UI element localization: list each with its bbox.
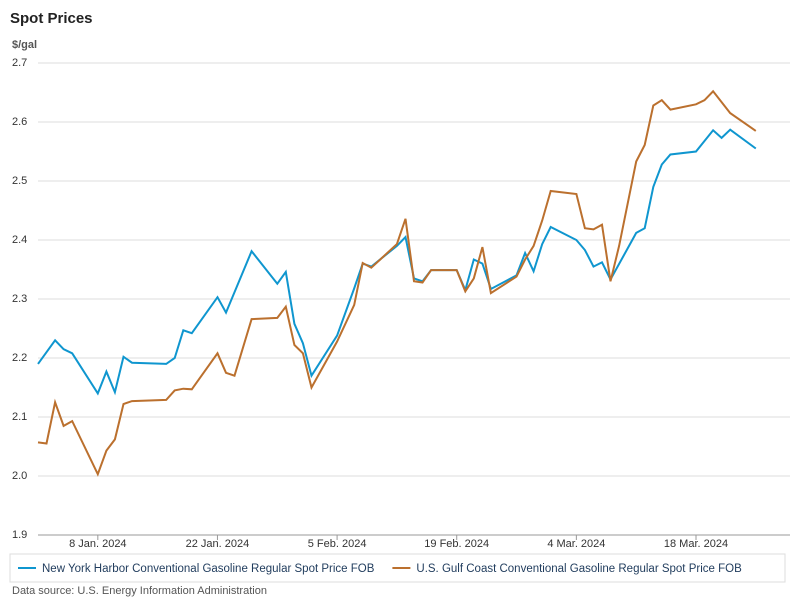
y-tick-label: 2.1 [12, 411, 27, 423]
x-tick-label: 8 Jan. 2024 [69, 538, 127, 550]
y-tick-label: 2.3 [12, 293, 27, 305]
x-tick-label: 18 Mar. 2024 [664, 538, 728, 550]
y-tick-label: 2.4 [12, 234, 27, 246]
y-tick-label: 2.0 [12, 470, 27, 482]
chart-title: Spot Prices [10, 10, 93, 27]
x-tick-label: 4 Mar. 2024 [547, 538, 605, 550]
y-tick-label: 2.6 [12, 116, 27, 128]
y-tick-label: 2.5 [12, 175, 27, 187]
legend-label: New York Harbor Conventional Gasoline Re… [42, 563, 375, 575]
y-tick-label: 2.2 [12, 352, 27, 364]
series-line [37, 128, 757, 396]
y-tick-label: 1.9 [12, 529, 27, 541]
x-tick-label: 19 Feb. 2024 [424, 538, 489, 550]
legend-label: U.S. Gulf Coast Conventional Gasoline Re… [416, 563, 742, 575]
source-note: Data source: U.S. Energy Information Adm… [12, 585, 267, 597]
y-axis-label: $/gal [12, 39, 37, 51]
x-tick-label: 5 Feb. 2024 [308, 538, 367, 550]
x-tick-label: 22 Jan. 2024 [186, 538, 250, 550]
series-line [37, 89, 757, 477]
y-tick-label: 2.7 [12, 57, 27, 69]
